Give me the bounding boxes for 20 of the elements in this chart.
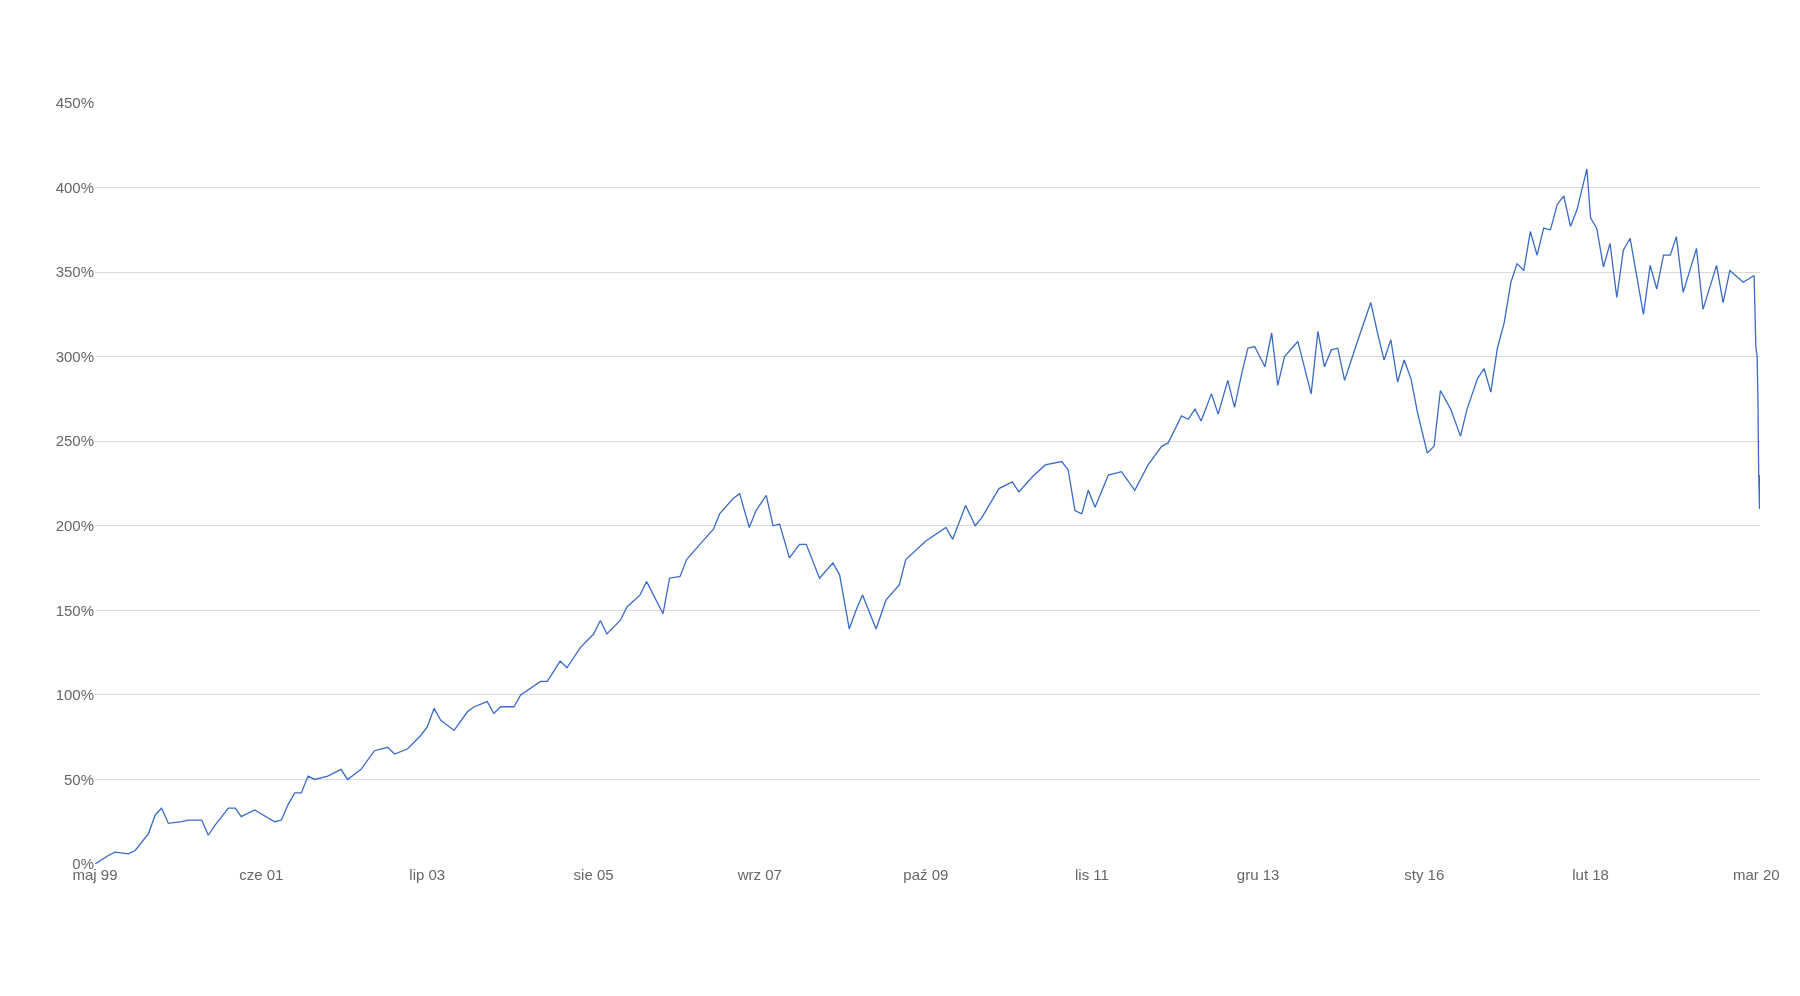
line-series	[95, 168, 1760, 864]
y-tick-label: 450%	[55, 94, 94, 112]
x-tick-label: paź 09	[903, 866, 949, 883]
x-tick-label: mar 20	[1732, 866, 1780, 883]
y-tick-label: 350%	[55, 263, 94, 281]
y-tick-label: 300%	[55, 347, 94, 365]
y-tick-label: 200%	[55, 517, 94, 535]
x-tick-label: cze 01	[239, 866, 284, 883]
y-tick-label: 250%	[55, 432, 94, 450]
y-tick-label: 400%	[55, 178, 94, 196]
y-tick-label: 100%	[55, 686, 94, 704]
x-tick-label: gru 13	[1236, 866, 1280, 883]
x-tick-label: sie 05	[573, 866, 614, 883]
y-tick-label: 150%	[55, 601, 94, 619]
x-tick-label: lip 03	[409, 866, 446, 883]
x-tick-label: lis 11	[1075, 866, 1109, 883]
x-tick-label: wrz 07	[736, 866, 782, 883]
y-tick-label: 50%	[63, 770, 94, 788]
x-tick-label: sty 16	[1404, 866, 1445, 883]
x-tick-label: lut 18	[1572, 866, 1609, 883]
